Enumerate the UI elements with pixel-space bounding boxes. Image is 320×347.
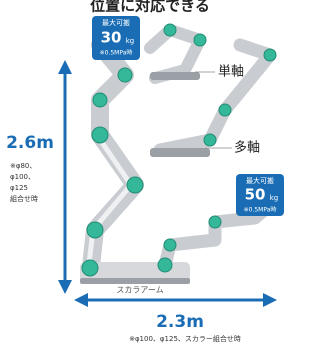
badge-label: 最大可搬 [102, 18, 130, 27]
badge-unit: kg [270, 194, 279, 202]
height-arrow [58, 60, 72, 294]
height-note: ※φ80、 φ100、 φ125 組合せ時 [10, 162, 38, 203]
product-figure: 位置に対応できる 最大可搬 30 kg ※0.5MPa時 最大可搬 50 kg [0, 0, 295, 347]
height-note-line: 組合せ時 [10, 194, 38, 203]
multi-axis-label: 多軸 [234, 140, 260, 156]
badge-note: ※0.5MPa時 [244, 206, 277, 214]
badge-label: 最大可搬 [246, 176, 274, 185]
badge-value: 30 [101, 29, 122, 47]
badge-value: 50 [245, 186, 266, 204]
badge-unit: kg [126, 37, 135, 45]
height-note-line: φ100、 [10, 173, 35, 181]
heading: 位置に対応できる [90, 0, 210, 15]
width-value: 2.3m [156, 312, 204, 332]
height-note-line: ※φ80、 [10, 162, 36, 170]
height-value: 2.6m [6, 133, 54, 153]
single-axis-label: 単軸 [218, 64, 244, 80]
height-note-line: φ125 [10, 184, 28, 192]
scara-label: スカラアーム [116, 286, 163, 295]
badge-note: ※0.5MPa時 [100, 49, 133, 57]
width-arrow [74, 293, 277, 307]
width-note: ※φ100、φ125、スカラー組合せ時 [129, 334, 241, 343]
